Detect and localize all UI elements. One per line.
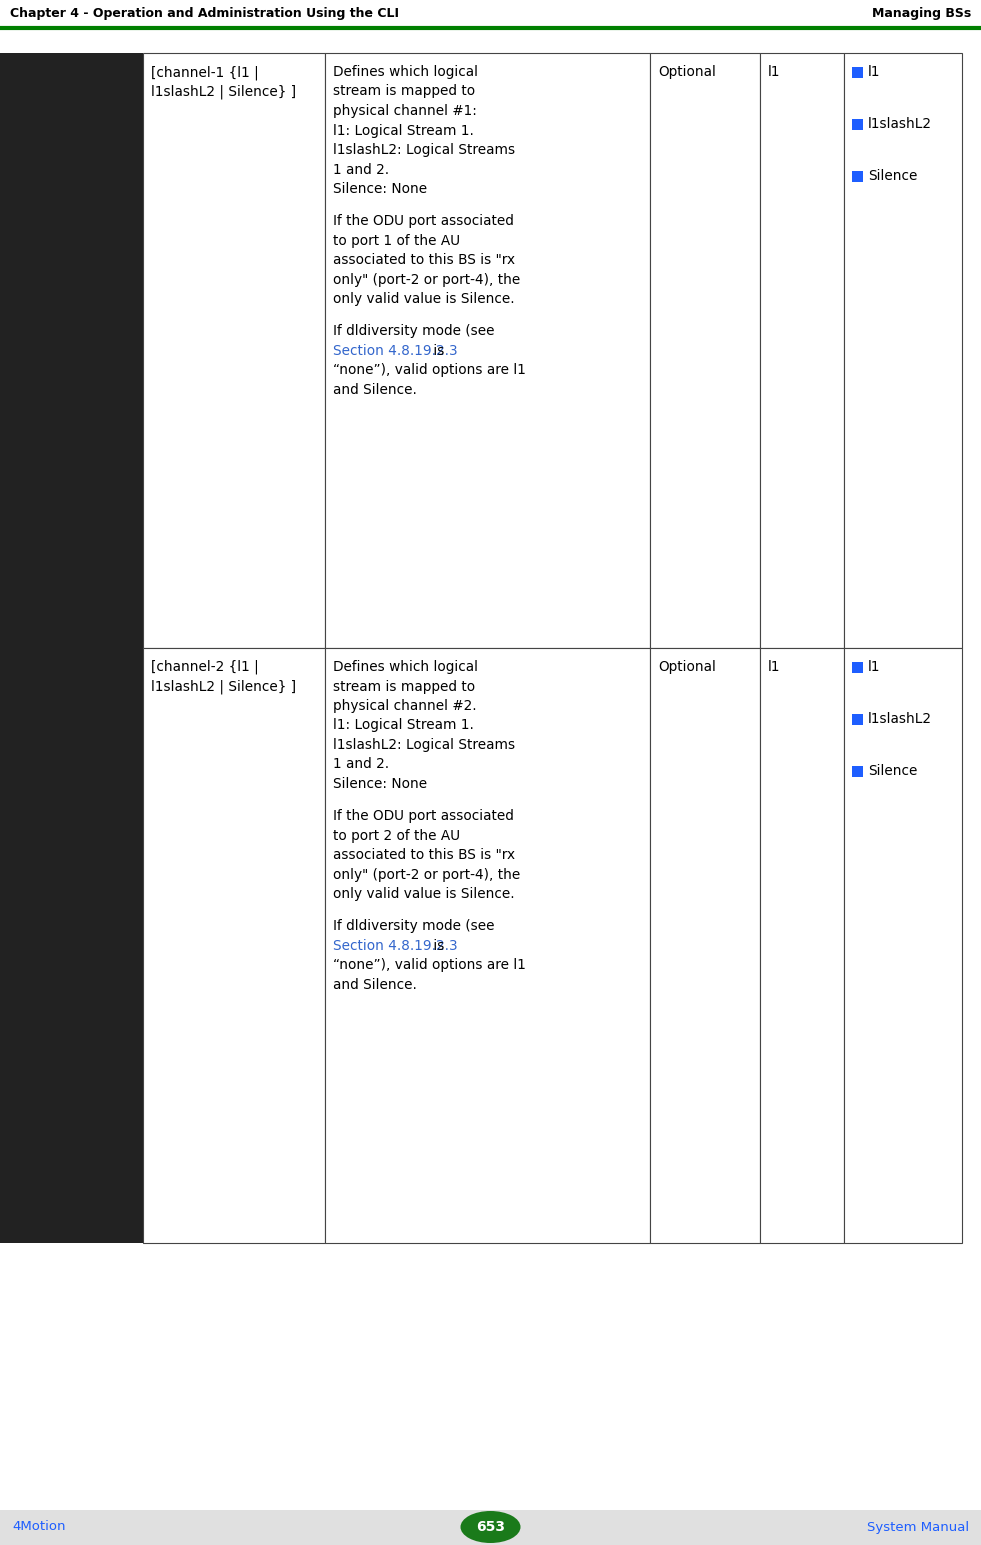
Text: “none”), valid options are l1: “none”), valid options are l1 <box>333 958 526 972</box>
Text: If dldiversity mode (see: If dldiversity mode (see <box>333 324 494 338</box>
Text: only valid value is Silence.: only valid value is Silence. <box>333 292 515 306</box>
Text: 653: 653 <box>476 1520 505 1534</box>
Bar <box>852 766 863 777</box>
Text: physical channel #1:: physical channel #1: <box>333 104 477 117</box>
Text: l1: l1 <box>868 65 881 79</box>
Text: l1slashL2: l1slashL2 <box>868 117 932 131</box>
Text: Silence: None: Silence: None <box>333 777 427 791</box>
Text: l1: l1 <box>768 660 781 674</box>
Text: l1slashL2: l1slashL2 <box>868 712 932 726</box>
Bar <box>852 171 863 182</box>
Bar <box>852 661 863 674</box>
Text: “none”), valid options are l1: “none”), valid options are l1 <box>333 363 526 377</box>
Ellipse shape <box>460 1511 521 1543</box>
Text: l1slashL2: Logical Streams: l1slashL2: Logical Streams <box>333 144 515 158</box>
Bar <box>650 647 760 1244</box>
Text: 1 and 2.: 1 and 2. <box>333 162 389 176</box>
Bar <box>143 53 325 647</box>
Text: and Silence.: and Silence. <box>333 383 417 397</box>
Bar <box>0 1509 981 1545</box>
Text: Silence: Silence <box>868 763 917 779</box>
Text: System Manual: System Manual <box>867 1520 969 1534</box>
Text: stream is mapped to: stream is mapped to <box>333 680 475 694</box>
Text: If the ODU port associated: If the ODU port associated <box>333 810 514 823</box>
Text: 4Motion: 4Motion <box>12 1520 66 1534</box>
Text: l1slashL2 | Silence} ]: l1slashL2 | Silence} ] <box>151 680 296 694</box>
Text: Managing BSs: Managing BSs <box>872 8 971 20</box>
Text: stream is mapped to: stream is mapped to <box>333 85 475 99</box>
Text: only" (port-2 or port-4), the: only" (port-2 or port-4), the <box>333 272 520 287</box>
Text: l1: Logical Stream 1.: l1: Logical Stream 1. <box>333 718 474 732</box>
Text: If the ODU port associated: If the ODU port associated <box>333 215 514 229</box>
Bar <box>760 647 844 1244</box>
Text: Silence: Silence <box>868 168 917 182</box>
Text: Defines which logical: Defines which logical <box>333 660 478 674</box>
Bar <box>325 647 650 1244</box>
Text: Optional: Optional <box>658 65 716 79</box>
Text: associated to this BS is "rx: associated to this BS is "rx <box>333 848 515 862</box>
Text: physical channel #2.: physical channel #2. <box>333 698 477 712</box>
Text: l1: Logical Stream 1.: l1: Logical Stream 1. <box>333 124 474 138</box>
Bar <box>650 53 760 647</box>
Text: to port 1 of the AU: to port 1 of the AU <box>333 233 460 247</box>
Text: Section 4.8.19.2.3: Section 4.8.19.2.3 <box>333 939 457 953</box>
Text: Section 4.8.19.2.3: Section 4.8.19.2.3 <box>333 345 457 358</box>
Text: to port 2 of the AU: to port 2 of the AU <box>333 828 460 842</box>
Bar <box>325 53 650 647</box>
Text: associated to this BS is "rx: associated to this BS is "rx <box>333 253 515 267</box>
Bar <box>852 714 863 725</box>
Text: Silence: None: Silence: None <box>333 182 427 196</box>
Bar <box>852 119 863 130</box>
Bar <box>844 647 962 1244</box>
Text: only valid value is Silence.: only valid value is Silence. <box>333 887 515 901</box>
Text: [channel-1 {l1 |: [channel-1 {l1 | <box>151 65 259 79</box>
Text: only" (port-2 or port-4), the: only" (port-2 or port-4), the <box>333 868 520 882</box>
Text: Chapter 4 - Operation and Administration Using the CLI: Chapter 4 - Operation and Administration… <box>10 8 399 20</box>
Text: is: is <box>429 939 444 953</box>
Bar <box>852 66 863 77</box>
Text: Defines which logical: Defines which logical <box>333 65 478 79</box>
Text: [channel-2 {l1 |: [channel-2 {l1 | <box>151 660 259 675</box>
Text: is: is <box>429 345 444 358</box>
Text: 1 and 2.: 1 and 2. <box>333 757 389 771</box>
Text: Optional: Optional <box>658 660 716 674</box>
Text: l1slashL2: Logical Streams: l1slashL2: Logical Streams <box>333 739 515 752</box>
Bar <box>143 647 325 1244</box>
Text: l1slashL2 | Silence} ]: l1slashL2 | Silence} ] <box>151 85 296 99</box>
Text: If dldiversity mode (see: If dldiversity mode (see <box>333 919 494 933</box>
Bar <box>0 53 143 1244</box>
Text: l1: l1 <box>868 660 881 674</box>
Text: and Silence.: and Silence. <box>333 978 417 992</box>
Bar <box>844 53 962 647</box>
Bar <box>760 53 844 647</box>
Text: l1: l1 <box>768 65 781 79</box>
